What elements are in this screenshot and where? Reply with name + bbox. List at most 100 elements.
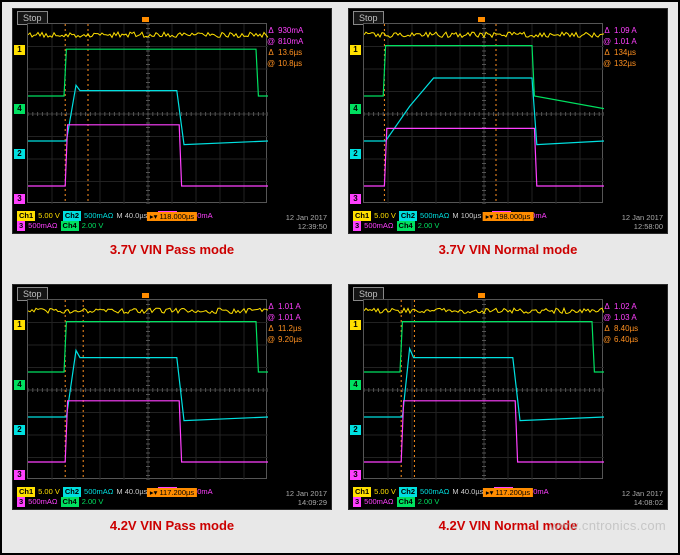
channel-marker-icon: 4 xyxy=(14,380,25,390)
readout-row: @1.03 A xyxy=(603,312,663,323)
trigger-position-readout: ▸▾117.200µs xyxy=(147,488,197,497)
cursor-readout: Δ1.09 A@1.01 AΔ134µs@132µs xyxy=(603,25,663,69)
readout-row: @9.20µs xyxy=(267,334,327,345)
ch3-label: 3 xyxy=(17,221,25,231)
ch2-scale: 500mAΩ xyxy=(420,487,449,497)
readout-value: 1.01 A xyxy=(614,36,637,47)
readout-value: 134µs xyxy=(614,47,636,58)
readout-symbol: Δ xyxy=(267,301,275,312)
readout-symbol: @ xyxy=(603,36,611,47)
channel-marker-icon: 3 xyxy=(14,194,25,204)
trigger-position-readout: ▸▾118.000µs xyxy=(147,212,197,221)
channel-marker-icon: 2 xyxy=(350,425,361,435)
ch1-scale: 5.00 V xyxy=(374,211,396,221)
trigger-time: 117.200µs xyxy=(159,488,194,497)
panel-caption: 4.2V VIN Pass mode xyxy=(110,518,234,533)
ch1-scale: 5.00 V xyxy=(38,487,60,497)
channel-marker-icon: 3 xyxy=(350,194,361,204)
readout-row: Δ13.6µs xyxy=(267,47,327,58)
panel-3: Stop1423Δ1.02 A@1.03 AΔ8.40µs@6.40µs Ch1… xyxy=(346,284,670,550)
readout-symbol: @ xyxy=(267,36,275,47)
panel-2: Stop1423Δ1.01 A@1.01 AΔ11.2µs@9.20µs Ch1… xyxy=(10,284,334,550)
readout-symbol: @ xyxy=(267,312,275,323)
panel-grid: Stop1423Δ930mA@810mAΔ13.6µs@10.8µs Ch1 5… xyxy=(0,0,680,555)
channel-marker-icon: 2 xyxy=(14,149,25,159)
readout-symbol: Δ xyxy=(267,323,275,334)
readout-value: 6.40µs xyxy=(614,334,638,345)
timestamp-date: 12 Jan 2017 xyxy=(286,213,327,222)
timestamp-time: 12:58:00 xyxy=(622,222,663,231)
oscilloscope-screen: Stop1423Δ1.02 A@1.03 AΔ8.40µs@6.40µs Ch1… xyxy=(348,284,668,510)
ch4-label: Ch4 xyxy=(397,221,415,231)
readout-symbol: @ xyxy=(603,334,611,345)
channel-marker-icon: 2 xyxy=(350,149,361,159)
readout-row: @6.40µs xyxy=(603,334,663,345)
channel-marker-icon: 4 xyxy=(350,380,361,390)
time-ruler xyxy=(27,17,267,22)
readout-value: 1.09 A xyxy=(614,25,637,36)
readout-symbol: Δ xyxy=(603,25,611,36)
readout-symbol: @ xyxy=(603,58,611,69)
readout-row: Δ1.02 A xyxy=(603,301,663,312)
time-ruler xyxy=(363,17,603,22)
cursor-readout: Δ930mA@810mAΔ13.6µs@10.8µs xyxy=(267,25,327,69)
readout-row: @10.8µs xyxy=(267,58,327,69)
panel-1: Stop1423Δ1.09 A@1.01 AΔ134µs@132µs Ch1 5… xyxy=(346,8,670,274)
readout-symbol: Δ xyxy=(267,25,275,36)
waveform-plot xyxy=(27,299,267,479)
panel-caption: 3.7V VIN Pass mode xyxy=(110,242,234,257)
ch1-scale: 5.00 V xyxy=(38,211,60,221)
ch4-scale: 2.00 V xyxy=(82,497,104,507)
waveform-plot xyxy=(27,23,267,203)
readout-value: 10.8µs xyxy=(278,58,302,69)
readout-row: Δ1.09 A xyxy=(603,25,663,36)
ch3-scale: 500mAΩ xyxy=(364,497,393,507)
channel-marker-icon: 1 xyxy=(350,320,361,330)
trigger-arrow-icon: ▸▾ xyxy=(486,212,494,221)
ch2-scale: 500mAΩ xyxy=(84,487,113,497)
ch1-label: Ch1 xyxy=(353,487,371,497)
cursor-readout: Δ1.02 A@1.03 AΔ8.40µs@6.40µs xyxy=(603,301,663,345)
channel-marker-icon: 4 xyxy=(350,104,361,114)
readout-value: 9.20µs xyxy=(278,334,302,345)
timebase: M 40.0µs xyxy=(116,487,147,497)
timestamp-time: 14:09:29 xyxy=(286,498,327,507)
channel-marker-icon: 1 xyxy=(350,45,361,55)
ch4-label: Ch4 xyxy=(61,221,79,231)
readout-row: Δ8.40µs xyxy=(603,323,663,334)
readout-row: @1.01 A xyxy=(267,312,327,323)
timestamp-date: 12 Jan 2017 xyxy=(622,213,663,222)
readout-value: 132µs xyxy=(614,58,636,69)
panel-0: Stop1423Δ930mA@810mAΔ13.6µs@10.8µs Ch1 5… xyxy=(10,8,334,274)
channel-marker-icon: 2 xyxy=(14,425,25,435)
ch4-label: Ch4 xyxy=(397,497,415,507)
ch-info-row: 3 500mAΩ Ch4 2.00 V xyxy=(353,497,663,507)
timestamp: 12 Jan 201714:09:29 xyxy=(286,489,327,507)
trigger-t-icon xyxy=(142,293,149,298)
ch2-label: Ch2 xyxy=(63,211,81,221)
ch1-label: Ch1 xyxy=(17,211,35,221)
trigger-t-icon xyxy=(478,293,485,298)
ch4-scale: 2.00 V xyxy=(418,221,440,231)
ch3-scale: 500mAΩ xyxy=(28,221,57,231)
ch-info-row: 3 500mAΩ Ch4 2.00 V xyxy=(353,221,663,231)
cursor-readout: Δ1.01 A@1.01 AΔ11.2µs@9.20µs xyxy=(267,301,327,345)
trigger-time: 117.200µs xyxy=(495,488,530,497)
readout-value: 11.2µs xyxy=(278,323,302,334)
timestamp-date: 12 Jan 2017 xyxy=(622,489,663,498)
ch1-label: Ch1 xyxy=(353,211,371,221)
trigger-t-icon xyxy=(142,17,149,22)
timebase: M 40.0µs xyxy=(116,211,147,221)
readout-value: 8.40µs xyxy=(614,323,638,334)
readout-value: 810mA xyxy=(278,36,303,47)
channel-markers: 1423 xyxy=(13,313,25,473)
trigger-time: 198.000µs xyxy=(495,212,530,221)
readout-symbol: @ xyxy=(267,58,275,69)
readout-row: @132µs xyxy=(603,58,663,69)
readout-symbol: Δ xyxy=(603,323,611,334)
channel-marker-icon: 3 xyxy=(14,470,25,480)
trigger-arrow-icon: ▸▾ xyxy=(150,212,158,221)
timestamp-time: 12:39:50 xyxy=(286,222,327,231)
ch1-scale: 5.00 V xyxy=(374,487,396,497)
timebase: M 40.0µs xyxy=(452,487,483,497)
